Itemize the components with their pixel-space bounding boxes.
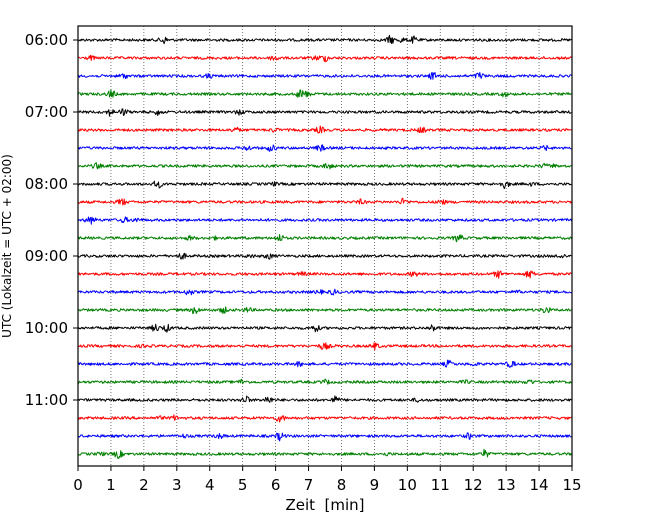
trace-0745 bbox=[77, 162, 572, 170]
trace-0630 bbox=[77, 72, 572, 80]
x-tick-label: 13 bbox=[497, 476, 516, 494]
trace-1015 bbox=[77, 342, 572, 351]
trace-0700 bbox=[77, 108, 572, 117]
x-tick-label: 4 bbox=[205, 476, 215, 494]
x-tick-label: 8 bbox=[337, 476, 347, 494]
trace-1130 bbox=[77, 432, 572, 442]
trace-1145 bbox=[77, 448, 572, 459]
x-tick-label: 3 bbox=[172, 476, 182, 494]
trace-0915 bbox=[77, 270, 572, 279]
x-tick-label: 6 bbox=[271, 476, 281, 494]
trace-0730 bbox=[77, 144, 572, 152]
trace-0715 bbox=[77, 125, 572, 134]
trace-0800 bbox=[77, 180, 572, 190]
x-tick-label: 11 bbox=[431, 476, 450, 494]
trace-0930 bbox=[77, 288, 572, 296]
x-tick-label: 2 bbox=[139, 476, 149, 494]
plot-frame bbox=[77, 25, 573, 467]
x-tick-label: 1 bbox=[106, 476, 116, 494]
y-tick-label: 06:00 bbox=[25, 31, 68, 49]
trace-1115 bbox=[77, 414, 572, 423]
y-tick-label: 09:00 bbox=[25, 247, 68, 265]
trace-0815 bbox=[77, 197, 572, 206]
trace-0945 bbox=[77, 306, 572, 315]
trace-1045 bbox=[77, 378, 572, 385]
y-tick-label: 11:00 bbox=[25, 391, 68, 409]
trace-0845 bbox=[77, 234, 572, 243]
grid-lines bbox=[110, 26, 540, 466]
trace-1100 bbox=[77, 395, 572, 403]
traces bbox=[77, 34, 572, 459]
x-tick-label: 9 bbox=[370, 476, 380, 494]
x-tick-label: 5 bbox=[238, 476, 248, 494]
trace-1030 bbox=[77, 359, 572, 368]
x-tick-label: 0 bbox=[73, 476, 83, 494]
trace-0900 bbox=[77, 252, 572, 260]
y-tick-label: 07:00 bbox=[25, 103, 68, 121]
trace-0600 bbox=[77, 34, 572, 45]
x-axis: 0 1 2 3 4 5 6 7 8 9 10 11 12 13 14 15 bbox=[73, 466, 582, 494]
trace-0615 bbox=[77, 54, 572, 63]
x-tick-label: 15 bbox=[562, 476, 581, 494]
x-tick-label: 14 bbox=[530, 476, 549, 494]
x-tick-label: 12 bbox=[464, 476, 483, 494]
trace-0645 bbox=[77, 89, 572, 98]
y-axis: 06:00 07:00 08:00 09:00 10:00 11:00 bbox=[25, 31, 78, 409]
y-axis-label: UTC (Lokalzeit = UTC + 02:00) bbox=[0, 154, 14, 338]
x-tick-label: 7 bbox=[304, 476, 314, 494]
x-tick-label: 10 bbox=[398, 476, 417, 494]
y-tick-label: 10:00 bbox=[25, 319, 68, 337]
trace-1000 bbox=[77, 323, 572, 333]
x-axis-label: Zeit [min] bbox=[285, 496, 364, 514]
trace-0830 bbox=[77, 216, 572, 225]
y-tick-label: 08:00 bbox=[25, 175, 68, 193]
